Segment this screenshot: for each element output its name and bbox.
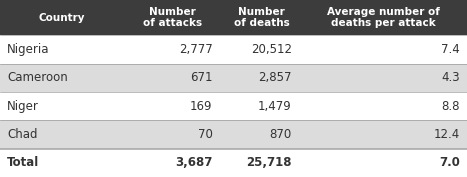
Text: 671: 671 <box>190 71 212 84</box>
Text: 4.3: 4.3 <box>441 71 460 84</box>
Text: 7.4: 7.4 <box>441 43 460 56</box>
Text: 25,718: 25,718 <box>247 156 292 169</box>
Text: 8.8: 8.8 <box>441 100 460 113</box>
Text: 2,857: 2,857 <box>258 71 292 84</box>
Text: Niger: Niger <box>7 100 39 113</box>
Bar <box>0 120 467 149</box>
Text: 12.4: 12.4 <box>434 128 460 141</box>
Text: 20,512: 20,512 <box>251 43 292 56</box>
Text: Chad: Chad <box>7 128 37 141</box>
Text: 70: 70 <box>198 128 212 141</box>
Bar <box>0 149 467 177</box>
Text: Cameroon: Cameroon <box>7 71 68 84</box>
Bar <box>0 0 467 35</box>
Text: Number
of deaths: Number of deaths <box>234 7 290 28</box>
Text: Average number of
deaths per attack: Average number of deaths per attack <box>326 7 439 28</box>
Text: 1,479: 1,479 <box>258 100 292 113</box>
Text: Number
of attacks: Number of attacks <box>143 7 202 28</box>
Bar <box>0 64 467 92</box>
Text: Nigeria: Nigeria <box>7 43 50 56</box>
Bar <box>0 92 467 120</box>
Text: Total: Total <box>7 156 39 169</box>
Text: 3,687: 3,687 <box>175 156 212 169</box>
Text: 870: 870 <box>269 128 292 141</box>
Bar <box>0 35 467 64</box>
Text: 169: 169 <box>190 100 212 113</box>
Text: 2,777: 2,777 <box>179 43 212 56</box>
Text: 7.0: 7.0 <box>439 156 460 169</box>
Text: Country: Country <box>39 13 85 23</box>
